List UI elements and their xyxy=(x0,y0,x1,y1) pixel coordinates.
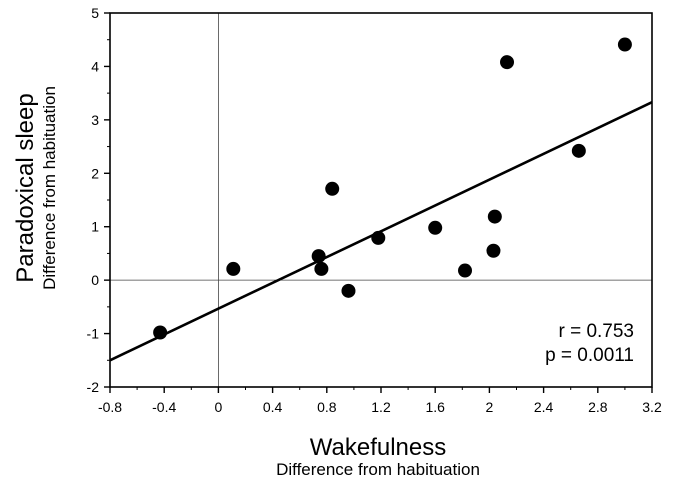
x-axis-title: Wakefulness xyxy=(310,434,447,461)
y-axis-ticks: -2 -1 0 1 2 3 4 5 xyxy=(87,5,110,395)
data-points xyxy=(153,37,632,340)
data-point xyxy=(153,325,168,340)
y-tick-label: -1 xyxy=(87,326,100,342)
regression-line xyxy=(109,101,653,362)
data-point xyxy=(428,220,443,235)
x-tick-label: 1.6 xyxy=(425,399,445,415)
data-point xyxy=(617,37,632,52)
data-point xyxy=(341,283,356,298)
data-point xyxy=(500,55,515,70)
data-point xyxy=(487,209,502,224)
x-tick-label: 1.2 xyxy=(371,399,391,415)
x-tick-label: -0.4 xyxy=(152,399,176,415)
data-point xyxy=(571,143,586,158)
y-tick-label: 3 xyxy=(91,112,99,128)
x-axis-subtitle: Difference from habituation xyxy=(276,460,480,479)
x-tick-label: 0 xyxy=(215,399,223,415)
data-point xyxy=(311,249,326,264)
annotation-r: r = 0.753 xyxy=(558,321,634,342)
data-point xyxy=(486,243,501,258)
data-point xyxy=(226,261,241,276)
y-tick-label: 5 xyxy=(91,5,99,21)
x-tick-label: 0.8 xyxy=(317,399,337,415)
x-tick-label: 0.4 xyxy=(263,399,283,415)
y-axis-title: Paradoxical sleep xyxy=(12,93,39,282)
data-point xyxy=(371,230,386,245)
x-tick-label: -0.8 xyxy=(98,399,122,415)
y-tick-label: 4 xyxy=(91,58,99,74)
x-tick-label: 2 xyxy=(486,399,494,415)
x-tick-label: 2.8 xyxy=(588,399,608,415)
y-tick-label: 1 xyxy=(91,219,99,235)
annotation-p: p = 0.0011 xyxy=(545,345,634,366)
y-tick-label: 0 xyxy=(91,272,99,288)
reference-lines xyxy=(110,13,652,387)
x-tick-label: 2.4 xyxy=(534,399,554,415)
data-point xyxy=(325,181,340,196)
y-tick-label: 2 xyxy=(91,165,99,181)
x-axis-ticks: -0.8 -0.4 0 0.4 0.8 1.2 1.6 2 2.4 2.8 3.2 xyxy=(98,387,662,415)
data-point xyxy=(458,263,473,278)
y-axis-subtitle: Difference from habituation xyxy=(40,86,59,290)
data-point xyxy=(314,261,329,276)
y-tick-label: -2 xyxy=(87,379,100,395)
x-tick-label: 3.2 xyxy=(642,399,662,415)
